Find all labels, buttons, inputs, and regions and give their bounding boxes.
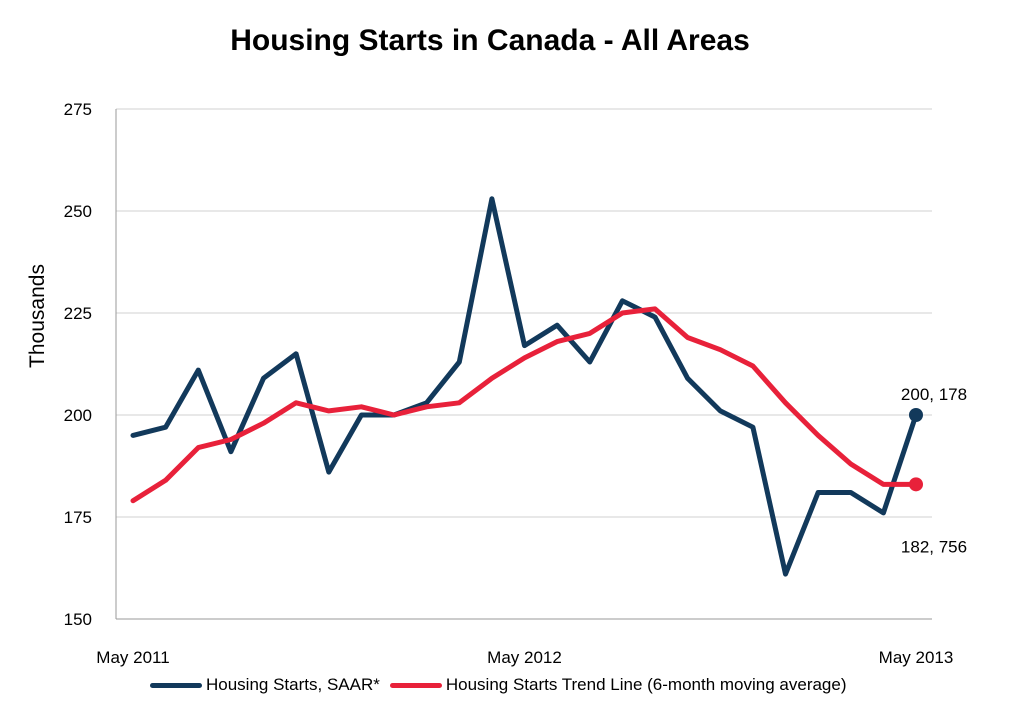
data-label: 200, 178 [901,385,967,404]
y-tick-label: 150 [64,610,92,629]
y-tick-label: 250 [64,202,92,221]
series-lines [130,196,919,577]
series-line-saar [130,196,919,577]
end-point-marker [909,408,923,422]
legend: Housing Starts, SAAR* Housing Starts Tre… [150,672,970,698]
series-line-trend [130,306,919,504]
x-tick-labels: May 2011 May 2012 May 2013 [96,648,953,667]
annotations: 200, 178 182, 756 [901,385,967,556]
legend-swatch-trend [389,682,442,688]
data-label: 182, 756 [901,537,967,556]
x-tick-label: May 2013 [879,648,954,667]
y-tick-label: 275 [64,100,92,119]
y-tick-label: 200 [64,406,92,425]
x-tick-label: May 2011 [96,648,169,667]
legend-item-trend: Housing Starts Trend Line (6-month movin… [389,675,847,695]
legend-item-saar: Housing Starts, SAAR* [150,675,380,695]
legend-swatch-saar [150,682,202,688]
axes [115,109,932,620]
y-tick-label: 225 [64,304,92,323]
x-tick-label: May 2012 [487,648,562,667]
y-tick-labels: 150 175 200 225 250 275 [64,100,92,629]
chart-title: Housing Starts in Canada - All Areas [230,24,750,57]
end-point-marker [909,477,923,492]
y-tick-label: 175 [64,508,92,527]
gridlines [116,108,932,518]
legend-label-trend: Housing Starts Trend Line (6-month movin… [445,675,847,694]
y-axis-title: Thousands [26,264,49,368]
legend-label-saar: Housing Starts, SAAR* [206,675,380,694]
